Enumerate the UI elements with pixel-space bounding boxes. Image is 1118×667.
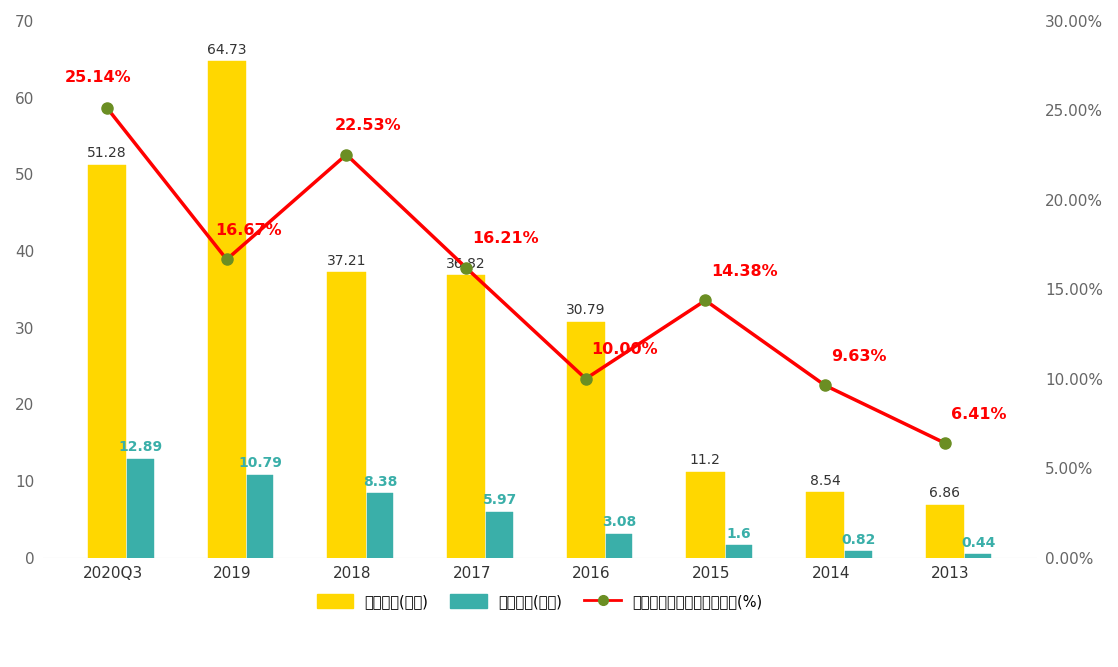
Text: 5.97: 5.97 [482,494,517,508]
Legend: 营业收入(亿元), 研发投入(亿元), 研发投入占营业收入的比重(%): 营业收入(亿元), 研发投入(亿元), 研发投入占营业收入的比重(%) [311,588,768,615]
Bar [567,321,605,558]
Bar [926,505,964,558]
Text: 16.21%: 16.21% [472,231,539,246]
Text: 10.79: 10.79 [238,456,282,470]
Bar [726,546,752,558]
Text: 10.00%: 10.00% [591,342,659,358]
Bar [127,459,153,558]
Bar [606,534,633,558]
Bar [447,275,485,558]
Text: 16.67%: 16.67% [215,223,282,238]
Text: 22.53%: 22.53% [334,118,401,133]
Bar [328,272,366,558]
Text: 9.63%: 9.63% [831,349,887,364]
Text: 8.38: 8.38 [362,475,397,489]
Bar [367,494,394,558]
Text: 25.14%: 25.14% [65,69,132,85]
Bar [806,492,844,558]
Bar [247,475,274,558]
Text: 0.82: 0.82 [842,533,875,547]
Text: 64.73: 64.73 [207,43,246,57]
Text: 11.2: 11.2 [690,453,721,467]
Bar [486,512,513,558]
Bar [208,61,246,558]
Text: 36.82: 36.82 [446,257,486,271]
Text: 12.89: 12.89 [119,440,162,454]
Text: 6.41%: 6.41% [950,406,1006,422]
Text: 8.54: 8.54 [809,474,841,488]
Bar [845,552,872,558]
Text: 0.44: 0.44 [961,536,995,550]
Bar [965,554,992,558]
Text: 3.08: 3.08 [603,516,636,530]
Bar [686,472,724,558]
Text: 1.6: 1.6 [727,527,751,541]
Bar [88,165,126,558]
Text: 51.28: 51.28 [87,146,126,160]
Text: 30.79: 30.79 [566,303,606,317]
Text: 37.21: 37.21 [326,253,366,267]
Text: 14.38%: 14.38% [711,264,778,279]
Text: 6.86: 6.86 [929,486,960,500]
